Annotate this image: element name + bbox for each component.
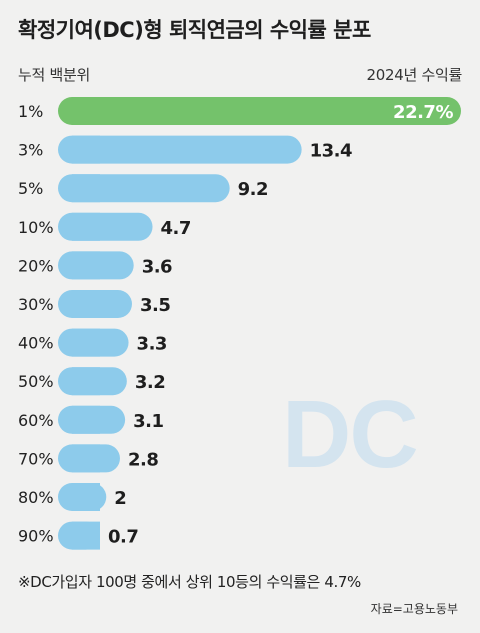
bar-left-edge <box>72 251 100 280</box>
bar-left-edge <box>72 135 100 164</box>
value-axis-header: 2024년 수익률 <box>366 66 463 84</box>
category-label: 20% <box>18 256 54 275</box>
category-label: 5% <box>18 179 43 198</box>
category-label: 30% <box>18 295 54 314</box>
category-label: 80% <box>18 488 54 507</box>
data-label: 13.4 <box>310 141 352 162</box>
category-label: 60% <box>18 411 54 430</box>
data-label: 2.8 <box>128 449 158 470</box>
data-label: 3.6 <box>142 256 172 277</box>
chart-title: 확정기여(DC)형 퇴직연금의 수익률 분포 <box>18 18 371 42</box>
bar <box>58 97 461 125</box>
bar-left-edge <box>72 174 100 203</box>
category-label: 50% <box>18 372 54 391</box>
bar-left-edge <box>72 444 100 473</box>
data-label: 3.3 <box>137 334 167 355</box>
bar <box>58 135 302 164</box>
source-credit: 자료=고용노동부 <box>370 602 458 616</box>
footnote: ※DC가입자 100명 중에서 상위 10등의 수익률은 4.7% <box>18 573 361 591</box>
bar-left-edge <box>72 483 100 511</box>
data-label: 0.7 <box>108 527 138 548</box>
bar-left-edge <box>72 367 100 396</box>
bar-left-edge <box>72 212 100 241</box>
bar <box>58 174 230 203</box>
data-label: 3.5 <box>140 295 170 316</box>
bar-left-edge <box>72 328 100 357</box>
data-label: 4.7 <box>161 218 191 239</box>
data-label: 9.2 <box>238 179 268 200</box>
category-label: 10% <box>18 218 54 237</box>
bar-left-edge <box>72 290 100 318</box>
data-label: 22.7% <box>393 102 453 123</box>
bar-left-edge <box>72 521 100 550</box>
category-label: 70% <box>18 449 54 468</box>
dc-watermark: DC <box>282 381 419 488</box>
category-label: 3% <box>18 141 43 160</box>
category-axis-header: 누적 백분위 <box>18 66 90 84</box>
data-label: 3.2 <box>135 372 165 393</box>
category-label: 1% <box>18 102 43 121</box>
category-label: 90% <box>18 527 54 546</box>
data-label: 3.1 <box>133 411 163 432</box>
bar-left-edge <box>72 97 100 125</box>
bar-left-edge <box>72 405 100 434</box>
data-label: 2 <box>114 488 126 509</box>
category-label: 40% <box>18 334 54 353</box>
